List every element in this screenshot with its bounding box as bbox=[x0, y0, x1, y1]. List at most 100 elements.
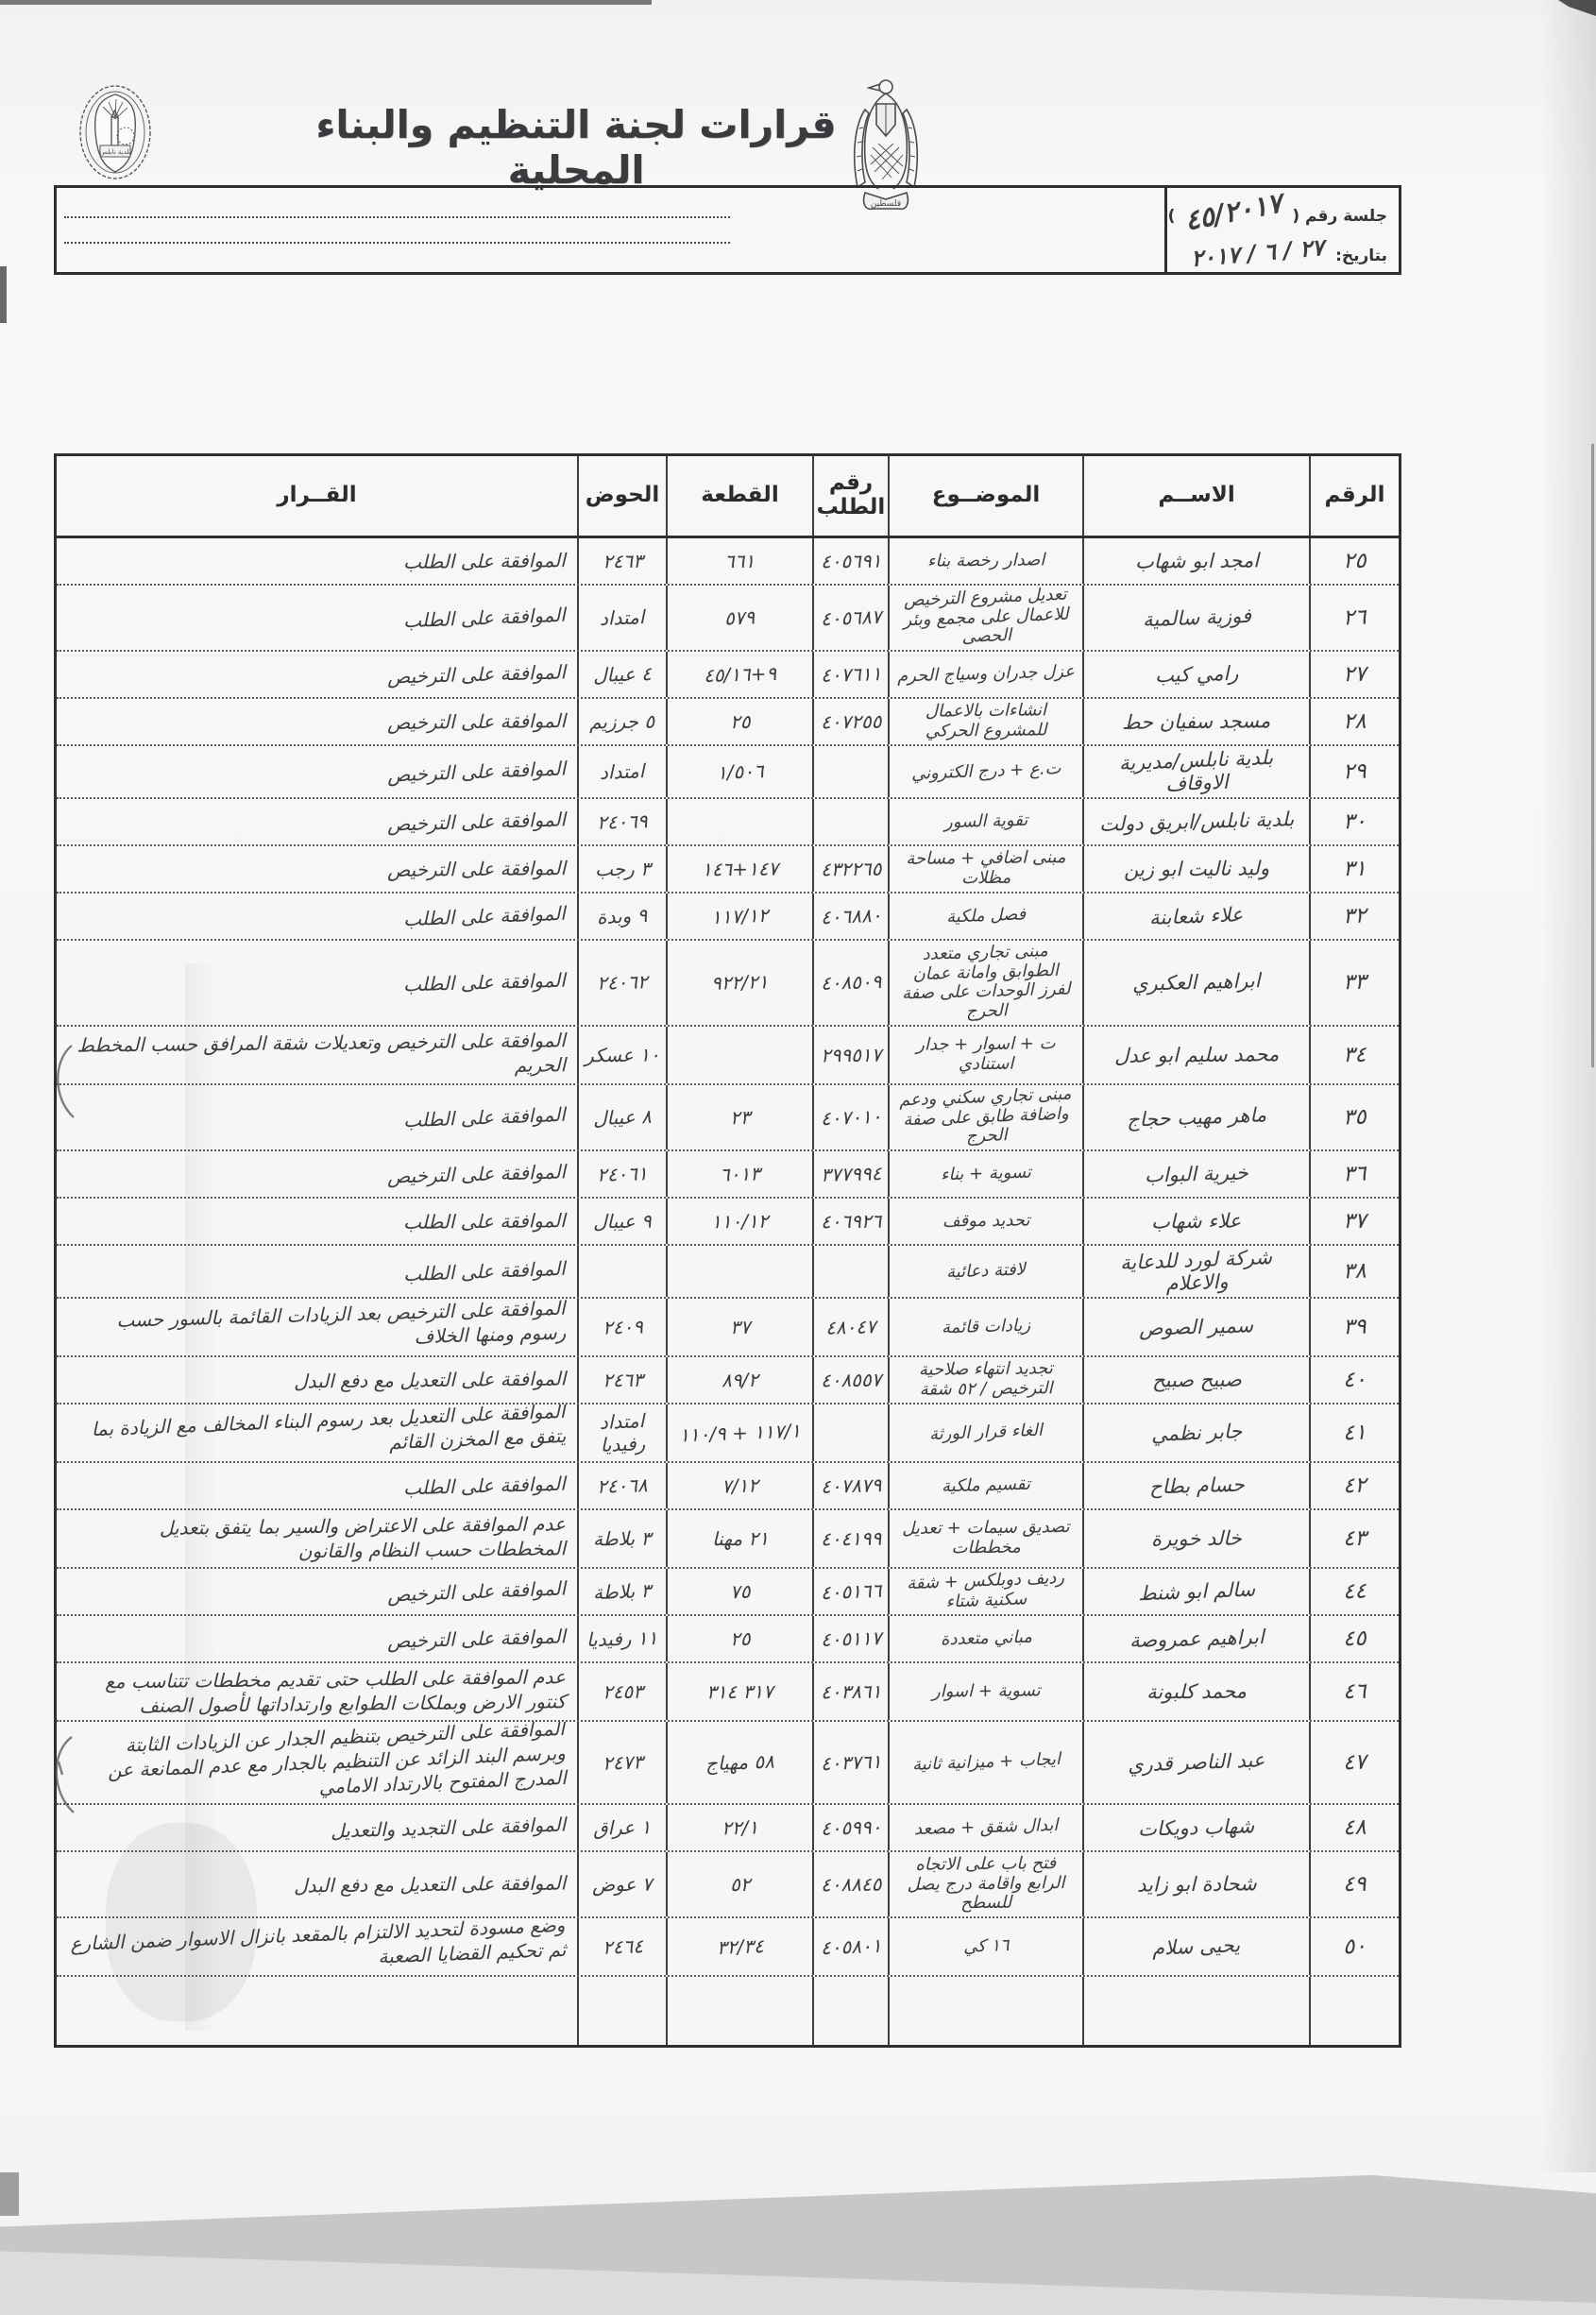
basin-cell: ٢٤٥٣ bbox=[577, 1662, 666, 1720]
request-no-cell: ٤٠٧٢٥٥ bbox=[812, 699, 888, 745]
name-cell: سالم ابو شنط bbox=[1082, 1568, 1309, 1614]
parcel-cell: ٢٥ bbox=[666, 1615, 812, 1661]
basin-cell: ٢٤٦٣ bbox=[577, 538, 666, 584]
row-number-cell: ٢٧ bbox=[1309, 652, 1399, 698]
basin-cell: ١١ رفيديا bbox=[577, 1615, 666, 1661]
palestine-eagle-emblem: فلسطين bbox=[853, 79, 919, 211]
request-no-cell: ٤٠٦٨٨٠ bbox=[812, 894, 888, 940]
subject-cell: ايجاب + ميزانية ثانية bbox=[888, 1721, 1082, 1803]
row-number-cell: ٤٠ bbox=[1309, 1356, 1399, 1403]
decision-cell: الموافقة على الترخيص bbox=[386, 1625, 567, 1653]
decision-cell: الموافقة على الطلب bbox=[402, 1472, 567, 1500]
table-row: ٣٣ ابراهيم العكبري مبنى تجاري متعدد الطو… bbox=[57, 941, 1399, 1027]
column-header-basin: الحوض bbox=[577, 456, 666, 536]
request-no-cell: ٤٠٥٨٠١ bbox=[812, 1917, 888, 1975]
request-no-cell: ٤٠٧٨٧٩ bbox=[812, 1462, 888, 1508]
subject-cell: ١٦ كي bbox=[888, 1917, 1082, 1975]
parcel-cell: ٢١ مهنا bbox=[666, 1509, 812, 1567]
row-number-cell: ٣٥ bbox=[1309, 1084, 1399, 1149]
name-cell: بلدية نابلس/ابريق دولت bbox=[1082, 799, 1309, 845]
table-row: ٣٤ محمد سليم ابو عدل ت + اسوار + جدار اس… bbox=[57, 1026, 1399, 1085]
table-row: ٢٧ رامي كيب عزل جدران وسياج الحرم ٤٠٧٦١١… bbox=[57, 652, 1399, 700]
decision-cell: الموافقة على الترخيص بعد الزيادات القائم… bbox=[116, 1298, 567, 1348]
empty-cell bbox=[577, 1976, 666, 2045]
scan-shadow bbox=[1539, 0, 1596, 2172]
decision-cell: الموافقة على الطلب bbox=[402, 603, 567, 633]
decision-cell: الموافقة على الطلب bbox=[402, 969, 567, 996]
parcel-cell: ٥٧٩ bbox=[666, 586, 812, 651]
basin-cell: ٢٤٧٣ bbox=[577, 1721, 666, 1803]
decision-cell: الموافقة على الترخيص bbox=[386, 757, 567, 787]
paper-fold-line bbox=[185, 963, 219, 2031]
decision-cell: الموافقة على الترخيص bbox=[386, 808, 567, 836]
decision-cell: الموافقة على الطلب bbox=[402, 1102, 567, 1132]
emblem-text: فلسطين bbox=[871, 199, 901, 209]
scan-edge-artifact bbox=[1591, 444, 1594, 1067]
row-number-cell: ٣٣ bbox=[1309, 941, 1399, 1025]
basin-cell: ٨ عيبال bbox=[577, 1084, 666, 1149]
row-number-cell: ٣٤ bbox=[1309, 1026, 1399, 1083]
table-row: ٣٢ علاء شعابنة فصل ملكية ٤٠٦٨٨٠ ١١٧/١٢ ٩… bbox=[57, 894, 1399, 942]
row-number-cell: ٤٥ bbox=[1309, 1615, 1399, 1661]
name-cell: بلدية نابلس/مديرية الاوقاف bbox=[1082, 746, 1309, 798]
name-cell: علاء شهاب bbox=[1082, 1198, 1309, 1244]
name-cell: شركة لورد للدعاية والاعلام bbox=[1082, 1245, 1309, 1297]
row-number-cell: ٢٨ bbox=[1309, 699, 1399, 745]
name-cell: صبيح صبيح bbox=[1082, 1356, 1309, 1403]
name-cell: علاء شعابنة bbox=[1082, 894, 1309, 940]
scan-corner-artifact bbox=[0, 2172, 19, 2216]
parcel-cell: ٥٢ bbox=[666, 1851, 812, 1916]
name-cell: وليد ناليت ابو زين bbox=[1082, 846, 1309, 893]
basin-cell: ٤ عيبال bbox=[577, 652, 666, 698]
parcel-cell: ٣٢/٣٤ bbox=[666, 1917, 812, 1975]
decision-cell: الموافقة على الترخيص bbox=[386, 660, 567, 689]
decision-cell: الموافقة على التجديد والتعديل bbox=[330, 1813, 567, 1843]
table-row: ٣٥ ماهر مهيب حجاج مبنى تجاري سكني ودعم و… bbox=[57, 1084, 1399, 1151]
row-number-cell: ٤٨ bbox=[1309, 1804, 1399, 1850]
row-number-cell: ٣١ bbox=[1309, 846, 1399, 893]
table-row: ٢٨ مسجد سفيان حط انشاءات بالاعمال للمشرو… bbox=[57, 699, 1399, 747]
basin-cell: ٢٤٠٦٢ bbox=[577, 941, 666, 1025]
column-header-subject: الموضــوع bbox=[888, 456, 1082, 536]
parcel-cell: ٧/١٢ bbox=[666, 1462, 812, 1508]
subject-cell: رديف دوبلكس + شقة سكنية شتاء bbox=[888, 1568, 1082, 1614]
row-number-cell: ٣٨ bbox=[1309, 1245, 1399, 1297]
decision-cell: الموافقة على الترخيص وتعديلات شقة المراف… bbox=[76, 1029, 567, 1077]
column-header-request: رقم الطلب bbox=[812, 456, 888, 536]
decision-cell: الموافقة على الترخيص bbox=[386, 709, 567, 735]
subject-cell: تسوية + بناء bbox=[888, 1150, 1082, 1197]
basin-cell: ٢٤٦٤ bbox=[577, 1917, 666, 1975]
parcel-cell: ١٤٧+١٤٦ bbox=[666, 846, 812, 893]
basin-cell: ٢٤٦٣ bbox=[577, 1356, 666, 1403]
subject-cell: تقوية السور bbox=[888, 799, 1082, 845]
table-row: ٣١ وليد ناليت ابو زين مبنى اضافي + مساحة… bbox=[57, 846, 1399, 894]
name-cell: شهاب دويكات bbox=[1082, 1804, 1309, 1850]
row-number-cell: ٤٣ bbox=[1309, 1509, 1399, 1567]
subject-cell: الغاء قرار الورثة bbox=[888, 1404, 1082, 1461]
subject-cell: ابدال شقق + مصعد bbox=[888, 1804, 1082, 1850]
table-row: ٣٩ سمير الصوص زيادات قائمة ٤٨٠٤٧ ٣٧ ٢٤٠٩… bbox=[57, 1298, 1399, 1357]
table-empty-row bbox=[57, 1976, 1399, 2045]
request-no-cell: ٤٠٦٩٢٦ bbox=[812, 1198, 888, 1244]
table-row: ٣٠ بلدية نابلس/ابريق دولت تقوية السور ٢٤… bbox=[57, 799, 1399, 847]
basin-cell: ٣ بلاطة bbox=[577, 1509, 666, 1567]
name-cell: خالد خويرة bbox=[1082, 1509, 1309, 1567]
parcel-cell: ٧٥ bbox=[666, 1568, 812, 1614]
municipality-seal-logo: بلدية نابلس bbox=[79, 85, 151, 179]
row-number-cell: ٢٥ bbox=[1309, 538, 1399, 584]
session-info-box: جلسة رقم ( ٤٥/٢٠١٧ ) بتاريخ: ٢٧ / ٦ / ٢٠… bbox=[54, 185, 1401, 275]
parcel-cell: ٣١٧ ٣١٤ bbox=[666, 1662, 812, 1720]
table-row: ٥٠ يحيى سلام ١٦ كي ٤٠٥٨٠١ ٣٢/٣٤ ٢٤٦٤ وضع… bbox=[57, 1917, 1399, 1977]
request-no-cell bbox=[812, 799, 888, 845]
basin-cell: ١ عراق bbox=[577, 1804, 666, 1850]
name-cell: خيرية البواب bbox=[1082, 1150, 1309, 1197]
parcel-cell: ١١٧/١ + ١١٠/٩ bbox=[666, 1404, 812, 1461]
subject-cell: مبنى تجاري سكني ودعم واضافة طابق على صفة… bbox=[888, 1084, 1082, 1149]
row-number-cell: ٤٧ bbox=[1309, 1721, 1399, 1803]
decision-cell: الموافقة على الترخيص bbox=[386, 1160, 567, 1188]
subject-cell: تعديل مشروع الترخيص للاعمال على مجمع وبئ… bbox=[888, 586, 1082, 651]
parcel-cell bbox=[666, 1026, 812, 1083]
table-row: ٤٨ شهاب دويكات ابدال شقق + مصعد ٤٠٥٩٩٠ ٢… bbox=[57, 1804, 1399, 1852]
decision-cell: الموافقة على التعديل مع دفع البدل bbox=[293, 1871, 567, 1898]
parcel-cell: ٢٣ bbox=[666, 1084, 812, 1149]
